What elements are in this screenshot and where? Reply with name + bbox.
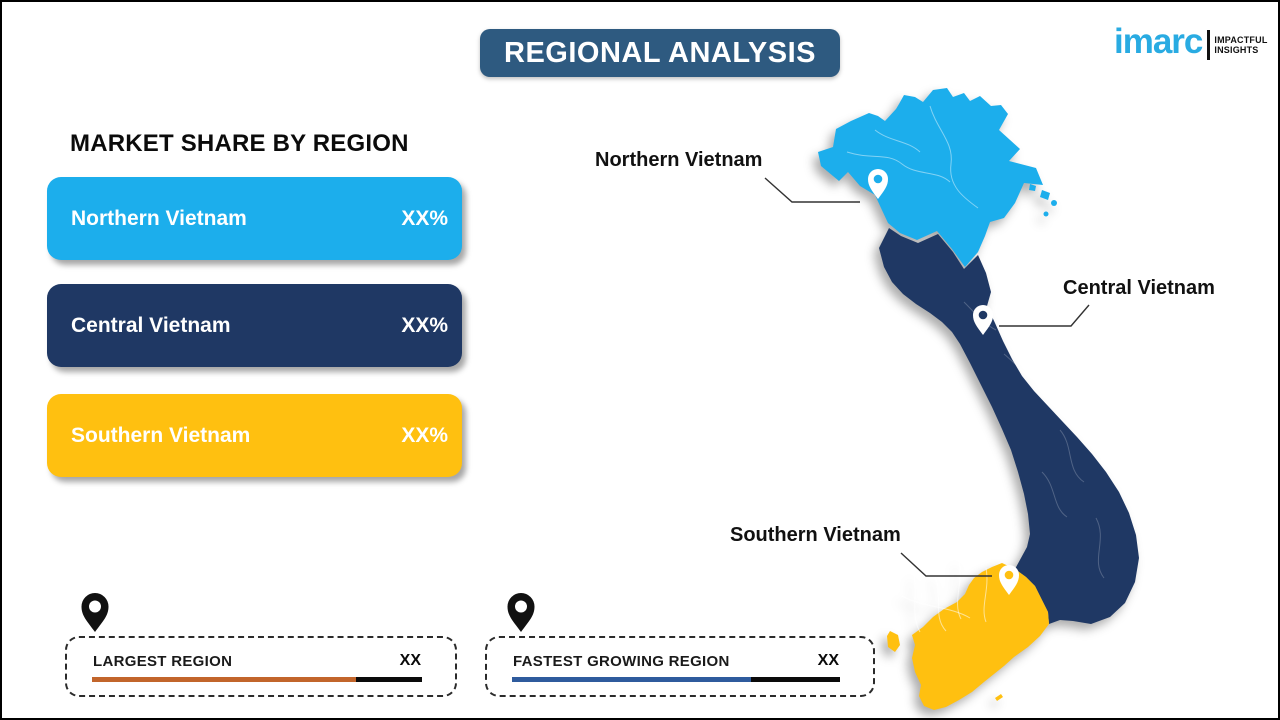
share-bar-central-label: Central Vietnam	[71, 313, 231, 337]
largest-region-meter	[92, 677, 422, 682]
meter-segment-end	[751, 677, 840, 682]
map-islet	[1043, 211, 1049, 217]
meter-segment-main	[92, 677, 356, 682]
map-islet-south	[995, 694, 1003, 701]
map-rivers-north	[846, 105, 979, 209]
share-bar-northern-label: Northern Vietnam	[71, 206, 247, 230]
share-bar-northern-value: XX%	[401, 206, 448, 230]
largest-region-box: LARGEST REGION XX	[65, 636, 457, 697]
leader-line-central	[999, 304, 1090, 327]
fastest-growing-meter	[512, 677, 840, 682]
fastest-growing-pin-icon	[507, 593, 535, 632]
largest-region-label: LARGEST REGION	[93, 652, 233, 670]
imarc-logo-text: imarc	[1114, 22, 1203, 62]
logo-divider	[1207, 30, 1211, 60]
share-bar-southern: Southern Vietnam XX%	[47, 394, 462, 477]
page-title: REGIONAL ANALYSIS	[504, 36, 816, 69]
share-bar-central: Central Vietnam XX%	[47, 284, 462, 367]
share-bar-southern-value: XX%	[401, 423, 448, 447]
map-borders-central	[963, 301, 1105, 579]
leader-line-southern	[900, 552, 992, 577]
map-borders-south	[901, 559, 988, 633]
share-bar-central-value: XX%	[401, 313, 448, 337]
map-region-northern	[818, 88, 1043, 267]
map-pin-northern-icon	[868, 169, 888, 199]
largest-region-value: XX	[399, 652, 421, 669]
map-pin-southern-icon	[999, 565, 1019, 595]
map-label-central: Central Vietnam	[1063, 277, 1215, 299]
share-bar-northern: Northern Vietnam XX%	[47, 177, 462, 260]
map-islet	[1051, 200, 1057, 206]
share-bar-southern-label: Southern Vietnam	[71, 423, 251, 447]
fastest-growing-value: XX	[817, 652, 839, 669]
map-islets-northeast	[1029, 184, 1050, 200]
imarc-logo: imarc IMPACTFUL INSIGHTS	[1114, 24, 1268, 60]
fastest-growing-label: FASTEST GROWING REGION	[513, 652, 730, 670]
map-island-phu-quoc	[887, 631, 900, 652]
map-pin-central-icon	[973, 305, 993, 335]
largest-region-pin-icon	[81, 593, 109, 632]
meter-segment-main	[512, 677, 752, 682]
map-label-northern: Northern Vietnam	[595, 149, 763, 171]
leader-line-northern	[764, 177, 860, 203]
page-title-banner: REGIONAL ANALYSIS	[480, 29, 840, 77]
map-region-southern	[912, 563, 1049, 710]
meter-segment-end	[356, 677, 422, 682]
map-label-southern: Southern Vietnam	[730, 524, 901, 546]
imarc-tagline: IMPACTFUL INSIGHTS	[1214, 34, 1268, 56]
market-share-heading: MARKET SHARE BY REGION	[70, 130, 409, 157]
fastest-growing-region-box: FASTEST GROWING REGION XX	[485, 636, 875, 697]
